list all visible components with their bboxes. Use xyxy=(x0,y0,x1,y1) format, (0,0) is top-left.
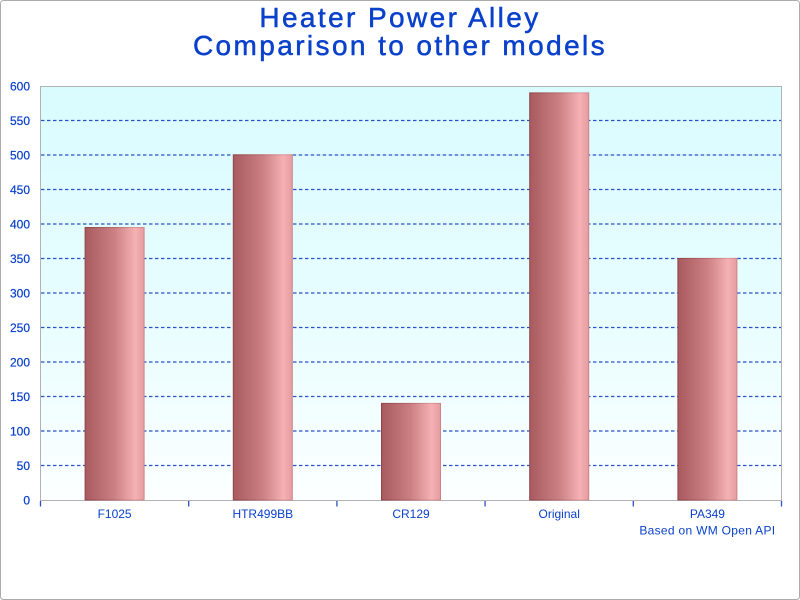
svg-text:Based on WM Open API: Based on WM Open API xyxy=(639,523,775,537)
svg-text:250: 250 xyxy=(10,321,30,335)
svg-text:0: 0 xyxy=(23,494,30,508)
svg-text:100: 100 xyxy=(10,425,30,439)
svg-text:CR129: CR129 xyxy=(392,507,430,521)
svg-text:Original: Original xyxy=(539,507,580,521)
svg-text:550: 550 xyxy=(10,114,30,128)
svg-text:400: 400 xyxy=(10,218,30,232)
svg-text:200: 200 xyxy=(10,356,30,370)
svg-text:Comparison to other models: Comparison to other models xyxy=(193,30,607,61)
svg-text:350: 350 xyxy=(10,252,30,266)
svg-text:300: 300 xyxy=(10,287,30,301)
svg-text:150: 150 xyxy=(10,390,30,404)
svg-text:PA349: PA349 xyxy=(690,507,725,521)
svg-text:450: 450 xyxy=(10,183,30,197)
svg-text:500: 500 xyxy=(10,149,30,163)
svg-text:600: 600 xyxy=(10,80,30,94)
svg-text:F1025: F1025 xyxy=(98,507,132,521)
svg-text:HTR499BB: HTR499BB xyxy=(232,507,293,521)
svg-text:Heater Power Alley: Heater Power Alley xyxy=(259,2,540,33)
svg-text:50: 50 xyxy=(17,459,31,473)
